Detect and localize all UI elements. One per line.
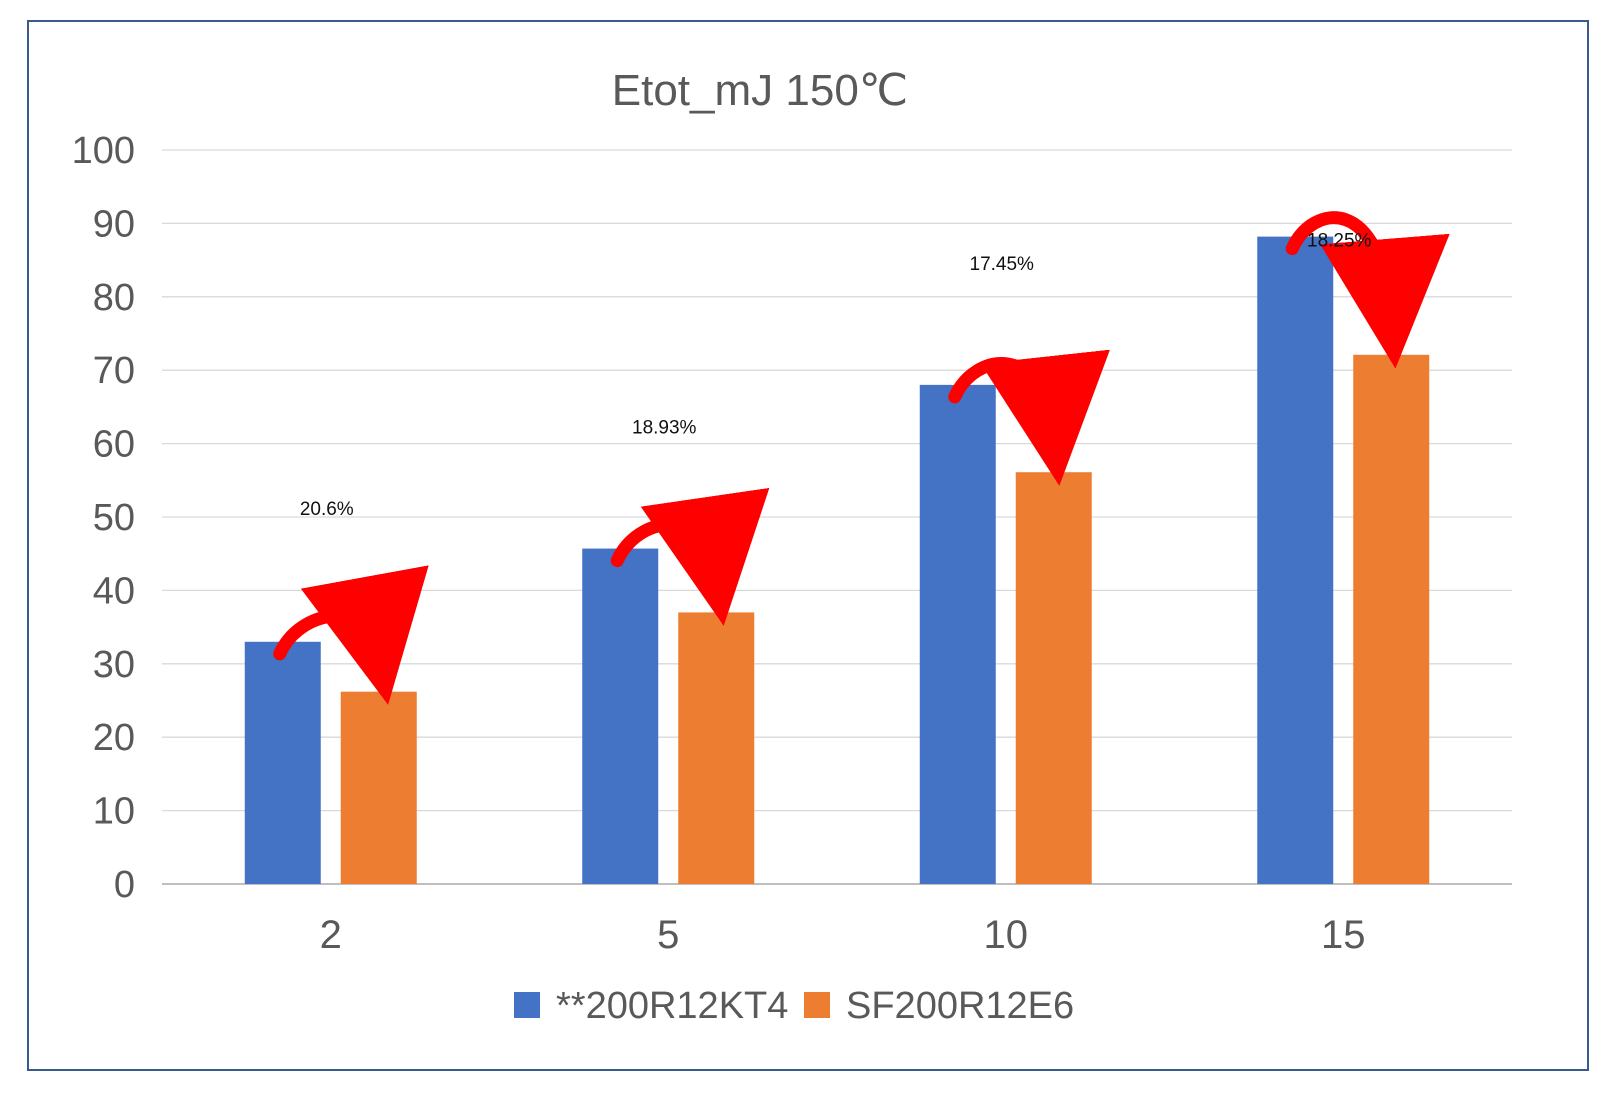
reduction-arrows (273, 211, 1450, 705)
y-tick-label: 70 (93, 350, 135, 392)
x-axis: 2 5 10 15 (320, 913, 1366, 957)
x-tick-label: 10 (984, 913, 1029, 957)
y-tick-label: 40 (93, 570, 135, 612)
bars (244, 236, 1430, 884)
legend-swatch (514, 992, 540, 1018)
reduction-arrow (948, 349, 1110, 486)
y-tick-label: 30 (93, 644, 135, 686)
reduction-labels: 20.6% 18.93% 17.45% 18.25% (300, 231, 1372, 520)
bar-SF200R12E6-15 (1353, 354, 1430, 884)
y-tick-label: 0 (114, 864, 135, 906)
reduction-arrow (273, 565, 429, 705)
chart-title: Etot_mJ 150℃ (612, 66, 908, 115)
y-tick-label: 50 (93, 497, 135, 539)
y-axis: 0 10 20 30 40 50 60 70 80 90 100 (72, 130, 135, 906)
reduction-label: 17.45% (970, 254, 1035, 275)
y-tick-label: 60 (93, 424, 135, 466)
reduction-arrow (1285, 211, 1450, 369)
y-tick-label: 80 (93, 277, 135, 319)
bar-200R12KT4-10 (919, 384, 996, 884)
legend-label: **200R12KT4 (556, 985, 788, 1027)
reduction-arrow (610, 487, 770, 626)
legend-label: SF200R12E6 (846, 985, 1074, 1027)
reduction-label: 20.6% (300, 499, 354, 520)
bar-200R12KT4-5 (582, 548, 659, 884)
bar-SF200R12E6-5 (678, 612, 755, 884)
y-tick-label: 100 (72, 130, 135, 172)
reduction-label: 18.93% (632, 418, 697, 439)
bar-SF200R12E6-10 (1015, 472, 1092, 884)
legend-swatch (804, 992, 830, 1018)
y-tick-label: 90 (93, 203, 135, 245)
reduction-label: 18.25% (1307, 231, 1372, 252)
y-tick-label: 10 (93, 791, 135, 833)
bar-200R12KT4-2 (244, 641, 321, 884)
legend: **200R12KT4 SF200R12E6 (514, 985, 1074, 1027)
bar-200R12KT4-15 (1257, 236, 1334, 884)
bar-SF200R12E6-2 (340, 691, 417, 884)
y-tick-label: 20 (93, 717, 135, 759)
x-tick-label: 15 (1321, 913, 1366, 957)
x-tick-label: 5 (657, 913, 679, 957)
x-tick-label: 2 (320, 913, 342, 957)
